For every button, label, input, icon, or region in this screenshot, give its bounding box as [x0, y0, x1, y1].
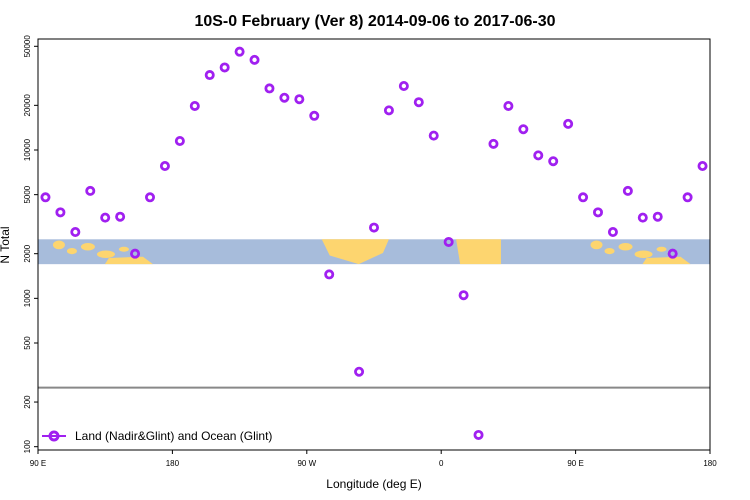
data-point	[324, 269, 335, 280]
map-island	[66, 248, 77, 255]
legend-marker	[48, 430, 60, 442]
y-tick-label: 50000	[23, 35, 32, 58]
data-point	[607, 227, 618, 238]
data-point	[533, 150, 544, 161]
x-tick-label: 0	[439, 459, 444, 468]
data-point	[398, 81, 409, 92]
x-tick-label: 180	[703, 459, 717, 468]
map-land-indonesia-2	[590, 240, 691, 265]
data-point	[279, 92, 290, 103]
data-point	[70, 227, 81, 238]
map-island	[634, 250, 653, 258]
plot-frame	[37, 38, 711, 451]
map-land-africa	[456, 239, 501, 265]
data-point	[428, 130, 439, 141]
map-island	[590, 240, 603, 250]
map-island	[80, 243, 95, 251]
data-point	[40, 192, 51, 203]
map-strip	[38, 239, 710, 265]
data-point	[368, 222, 379, 233]
data-point	[234, 46, 245, 57]
y-tick-label: 100	[23, 439, 32, 453]
map-land-indonesia-1	[52, 240, 153, 265]
data-point	[622, 185, 633, 196]
data-point	[115, 211, 126, 222]
data-point	[85, 185, 96, 196]
x-tick-label: 90 E	[567, 459, 583, 468]
y-tick-label: 20000	[23, 94, 32, 117]
data-point	[144, 192, 155, 203]
map-island	[618, 243, 633, 251]
x-axis-label: Longitude (deg E)	[326, 477, 421, 491]
data-point	[697, 161, 708, 172]
map-land-australia	[642, 256, 691, 265]
data-point	[518, 124, 529, 135]
data-point	[219, 62, 230, 73]
data-point	[55, 207, 66, 218]
data-point	[563, 118, 574, 129]
map-land-americas	[321, 239, 389, 265]
y-axis-label: N Total	[0, 226, 12, 263]
data-point	[473, 429, 484, 440]
data-point	[667, 248, 678, 259]
x-tick-label: 180	[166, 459, 180, 468]
data-point	[159, 161, 170, 172]
x-tick-label: 90 W	[297, 459, 316, 468]
legend-label: Land (Nadir&Glint) and Ocean (Glint)	[75, 429, 272, 443]
map-island	[96, 250, 115, 258]
data-point	[503, 100, 514, 111]
data-point	[413, 97, 424, 108]
chart-title: 10S-0 February (Ver 8) 2014-09-06 to 201…	[194, 13, 555, 30]
x-axis: 90 E 180 90 W 0 90 E 180	[30, 450, 717, 468]
map-land-australia	[104, 256, 153, 265]
data-point	[264, 83, 275, 94]
y-tick-label: 500	[23, 336, 32, 350]
data-point	[309, 110, 320, 121]
y-tick-label: 10000	[23, 138, 32, 161]
data-point	[174, 135, 185, 146]
data-point	[100, 212, 111, 223]
y-tick-label: 1000	[23, 289, 32, 307]
data-point	[578, 192, 589, 203]
data-point	[189, 100, 200, 111]
data-point	[354, 366, 365, 377]
data-point	[548, 156, 559, 167]
data-point	[443, 236, 454, 247]
map-island	[52, 240, 65, 250]
data-point	[294, 94, 305, 105]
data-point	[204, 70, 215, 81]
data-point	[130, 248, 141, 259]
data-points	[40, 46, 708, 440]
data-point	[593, 207, 604, 218]
data-point	[383, 105, 394, 116]
legend: Land (Nadir&Glint) and Ocean (Glint)	[42, 429, 272, 443]
data-point	[652, 211, 663, 222]
map-island	[118, 246, 129, 252]
data-point	[488, 138, 499, 149]
x-tick-label: 90 E	[30, 459, 46, 468]
map-island	[656, 246, 667, 252]
data-point	[458, 290, 469, 301]
data-point	[682, 192, 693, 203]
data-point	[637, 212, 648, 223]
y-tick-label: 200	[23, 395, 32, 409]
y-axis: 100 200 500 1000 2000 5000 10000 20000 50000	[23, 35, 38, 453]
y-tick-label: 2000	[23, 244, 32, 262]
data-point	[249, 54, 260, 65]
y-tick-label: 5000	[23, 185, 32, 203]
map-island	[604, 248, 615, 255]
